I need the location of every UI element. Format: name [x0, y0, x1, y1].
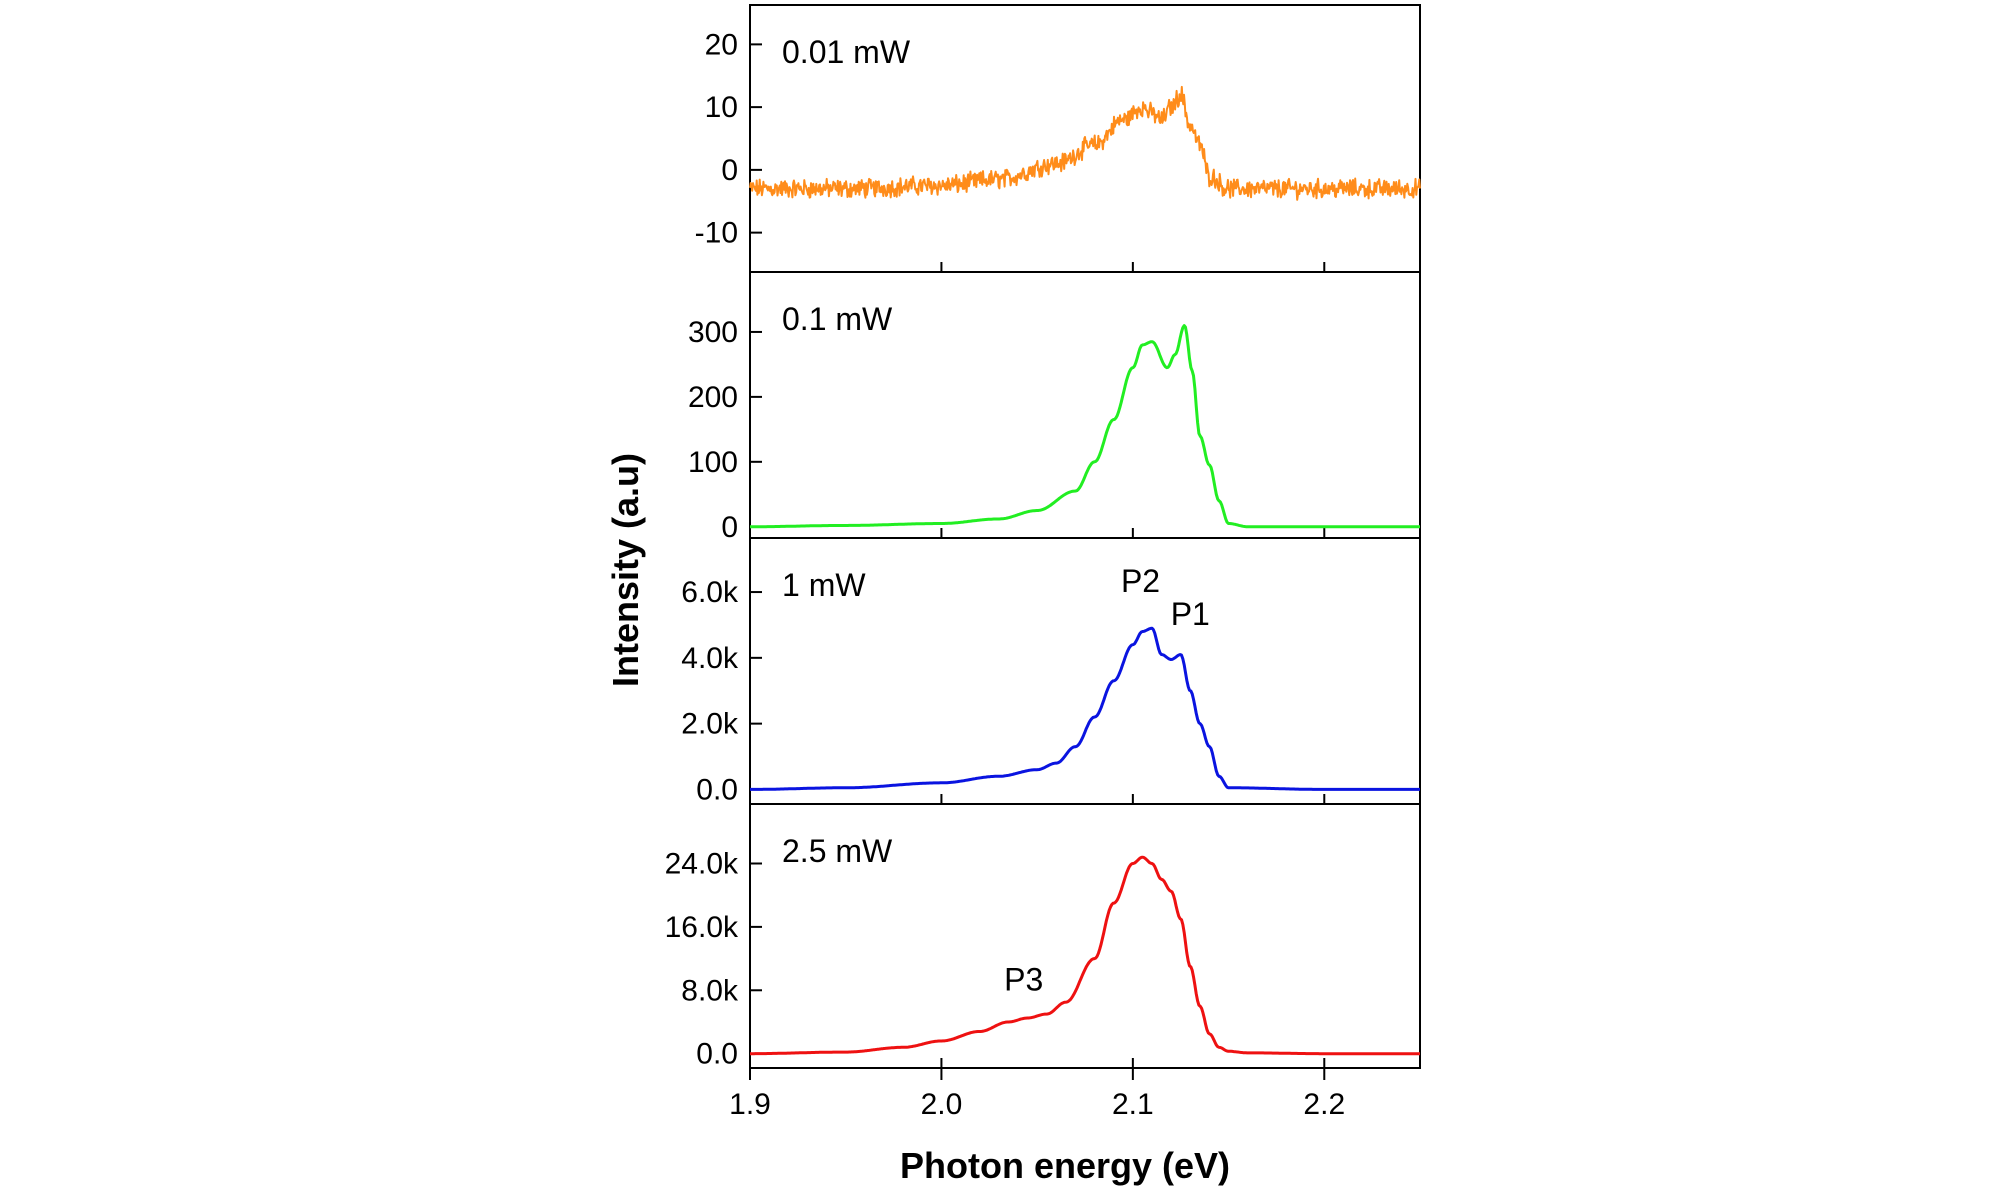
y-tick-label: 16.0k — [665, 911, 739, 944]
panel-1: 20 10 0 -10 0.01 mW — [695, 4, 1421, 273]
x-axis-title: Photon energy (eV) — [900, 1145, 1230, 1186]
peak-annotation: P3 — [1004, 961, 1043, 997]
panel-3: 6.0k 4.0k 2.0k 0.0 1 mW P2 P1 — [681, 537, 1421, 806]
panel-label: 2.5 mW — [782, 833, 893, 869]
x-tick-label: 1.9 — [729, 1088, 771, 1121]
x-tick-label: 2.1 — [1112, 1088, 1154, 1121]
y-tick-label: 200 — [688, 381, 738, 414]
y-tick-label: 100 — [688, 446, 738, 479]
y-tick-label: 0.0 — [696, 1038, 738, 1071]
y-tick-label: -10 — [695, 217, 738, 250]
y-tick-label: 8.0k — [681, 974, 739, 1007]
x-tick-label: 2.0 — [921, 1088, 963, 1121]
y-tick-label: 24.0k — [665, 848, 739, 881]
panel-label: 0.01 mW — [782, 34, 911, 70]
y-tick-label: 300 — [688, 316, 738, 349]
y-tick-label: 2.0k — [681, 708, 739, 741]
x-tick-label: 2.2 — [1303, 1088, 1345, 1121]
y-tick-label: 0.0 — [696, 773, 738, 806]
peak-annotation: P1 — [1171, 596, 1210, 632]
panel-4: 24.0k 16.0k 8.0k 0.0 2.5 mW P3 — [665, 803, 1421, 1071]
y-tick-label: 0 — [721, 154, 738, 187]
y-tick-label: 20 — [705, 28, 738, 61]
y-axis-title: Intensity (a.u) — [605, 453, 646, 687]
y-tick-label: 0 — [721, 511, 738, 544]
panel-2: 300 200 100 0 0.1 mW — [688, 271, 1421, 544]
series-line — [749, 855, 1421, 1056]
panel-label: 0.1 mW — [782, 301, 893, 337]
y-tick-label: 6.0k — [681, 576, 739, 609]
y-tick-label: 10 — [705, 91, 738, 124]
panel-label: 1 mW — [782, 567, 866, 603]
x-axis: 1.9 2.0 2.1 2.2 — [729, 1068, 1345, 1121]
series-line — [749, 85, 1421, 201]
series-line — [749, 626, 1421, 791]
peak-annotation: P2 — [1121, 563, 1160, 599]
panel-frame — [749, 803, 1421, 1069]
y-tick-label: 4.0k — [681, 642, 739, 675]
series-line — [749, 324, 1421, 529]
